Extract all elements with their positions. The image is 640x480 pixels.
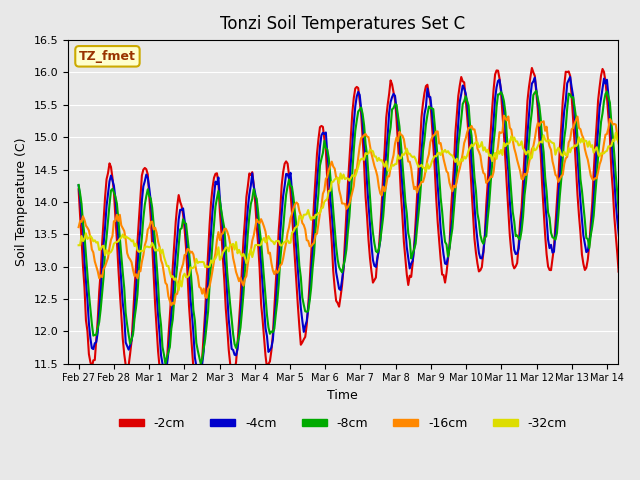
- -2cm: [562, 69, 570, 74]
- X-axis label: Time: Time: [328, 389, 358, 402]
- Y-axis label: Soil Temperature (C): Soil Temperature (C): [15, 138, 28, 266]
- -8cm: [639, 89, 640, 95]
- -4cm: [562, 98, 570, 104]
- -2cm: [94, 317, 102, 323]
- -8cm: [637, 95, 640, 100]
- -32cm: [366, 147, 374, 153]
- Line: -32cm: -32cm: [79, 132, 640, 290]
- -4cm: [111, 195, 119, 201]
- -2cm: [639, 95, 640, 100]
- -8cm: [563, 106, 571, 111]
- -4cm: [161, 372, 169, 378]
- -4cm: [639, 84, 640, 90]
- -16cm: [563, 154, 571, 160]
- -16cm: [366, 143, 374, 149]
- -4cm: [94, 330, 102, 336]
- -2cm: [634, 64, 640, 70]
- Line: -16cm: -16cm: [79, 116, 640, 305]
- -2cm: [194, 391, 202, 397]
- -2cm: [75, 186, 83, 192]
- -4cm: [566, 74, 574, 80]
- Legend: -2cm, -4cm, -8cm, -16cm, -32cm: -2cm, -4cm, -8cm, -16cm, -32cm: [114, 412, 572, 435]
- Text: TZ_fmet: TZ_fmet: [79, 50, 136, 63]
- -4cm: [75, 182, 83, 188]
- -32cm: [94, 239, 102, 245]
- -2cm: [637, 82, 640, 88]
- Line: -4cm: -4cm: [79, 77, 640, 375]
- -4cm: [637, 76, 640, 82]
- -8cm: [94, 325, 102, 331]
- Line: -2cm: -2cm: [79, 67, 640, 394]
- -32cm: [75, 242, 83, 248]
- -16cm: [637, 134, 640, 140]
- -16cm: [111, 218, 119, 224]
- -8cm: [478, 238, 486, 244]
- -8cm: [111, 194, 119, 200]
- -8cm: [75, 182, 83, 188]
- -32cm: [639, 144, 640, 150]
- -2cm: [478, 264, 486, 270]
- -8cm: [532, 88, 540, 94]
- -16cm: [168, 302, 175, 308]
- -4cm: [366, 221, 374, 227]
- -8cm: [161, 361, 169, 367]
- -16cm: [75, 224, 83, 230]
- -32cm: [612, 130, 620, 135]
- -4cm: [478, 255, 486, 261]
- -16cm: [94, 268, 102, 274]
- -2cm: [111, 214, 119, 220]
- Title: Tonzi Soil Temperatures Set C: Tonzi Soil Temperatures Set C: [220, 15, 465, 33]
- -8cm: [366, 196, 374, 202]
- -16cm: [639, 132, 640, 138]
- -32cm: [562, 152, 570, 158]
- -16cm: [500, 113, 508, 119]
- -2cm: [366, 255, 374, 261]
- -32cm: [111, 240, 119, 245]
- -32cm: [175, 288, 182, 293]
- -32cm: [637, 146, 640, 152]
- -32cm: [478, 139, 486, 145]
- -16cm: [478, 163, 486, 169]
- Line: -8cm: -8cm: [79, 91, 640, 364]
